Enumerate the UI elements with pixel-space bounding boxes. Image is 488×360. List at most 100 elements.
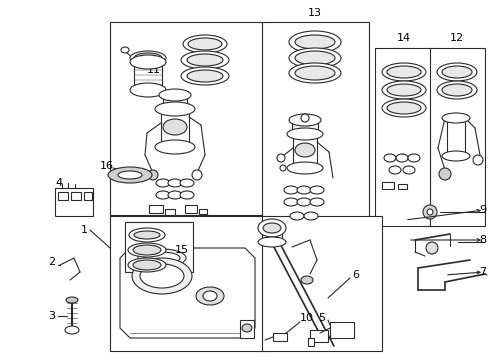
Bar xyxy=(161,109,189,147)
Text: 3: 3 xyxy=(48,311,55,321)
Ellipse shape xyxy=(284,186,297,194)
Polygon shape xyxy=(120,248,254,338)
Bar xyxy=(125,222,193,272)
Ellipse shape xyxy=(155,102,195,116)
Ellipse shape xyxy=(441,113,469,123)
Ellipse shape xyxy=(386,84,420,96)
Circle shape xyxy=(422,205,436,219)
Ellipse shape xyxy=(381,81,425,99)
Ellipse shape xyxy=(263,223,281,233)
Text: 4: 4 xyxy=(55,178,62,188)
Ellipse shape xyxy=(132,258,192,294)
Text: 15: 15 xyxy=(175,245,189,255)
Ellipse shape xyxy=(289,212,304,220)
Ellipse shape xyxy=(407,154,419,162)
Text: 14: 14 xyxy=(396,33,410,43)
Bar xyxy=(240,320,253,338)
Ellipse shape xyxy=(301,276,312,284)
Text: 11: 11 xyxy=(147,65,161,75)
Ellipse shape xyxy=(286,128,323,140)
Text: 5: 5 xyxy=(317,313,325,323)
Bar xyxy=(429,48,484,226)
Ellipse shape xyxy=(134,231,160,239)
Ellipse shape xyxy=(258,237,285,247)
Ellipse shape xyxy=(156,191,170,199)
Ellipse shape xyxy=(180,191,194,199)
Ellipse shape xyxy=(168,179,182,187)
Bar xyxy=(55,188,93,216)
Ellipse shape xyxy=(181,67,228,85)
Bar xyxy=(309,330,327,342)
Ellipse shape xyxy=(386,66,420,78)
Ellipse shape xyxy=(129,228,164,242)
Ellipse shape xyxy=(181,51,228,69)
Bar xyxy=(134,62,162,90)
Ellipse shape xyxy=(183,35,226,53)
Ellipse shape xyxy=(180,179,194,187)
Ellipse shape xyxy=(163,119,186,135)
Ellipse shape xyxy=(309,198,324,206)
Ellipse shape xyxy=(66,297,78,303)
Bar xyxy=(274,226,294,237)
Bar xyxy=(71,192,81,200)
Bar xyxy=(163,97,186,109)
Ellipse shape xyxy=(395,154,407,162)
Circle shape xyxy=(425,242,437,254)
Ellipse shape xyxy=(294,143,314,157)
Bar xyxy=(262,230,282,242)
Ellipse shape xyxy=(286,162,323,174)
Text: 1: 1 xyxy=(81,225,88,235)
Ellipse shape xyxy=(159,89,191,101)
Bar xyxy=(381,182,393,189)
Ellipse shape xyxy=(186,70,223,82)
Bar xyxy=(291,122,317,134)
Bar xyxy=(292,134,316,168)
Bar xyxy=(329,322,353,338)
Ellipse shape xyxy=(441,151,469,161)
Ellipse shape xyxy=(118,171,142,179)
Ellipse shape xyxy=(65,326,79,334)
Bar xyxy=(184,205,197,213)
Ellipse shape xyxy=(381,99,425,117)
Ellipse shape xyxy=(288,114,320,126)
Ellipse shape xyxy=(288,31,340,53)
Ellipse shape xyxy=(441,66,471,78)
Ellipse shape xyxy=(381,63,425,81)
Bar xyxy=(262,22,368,222)
Ellipse shape xyxy=(140,264,183,288)
Ellipse shape xyxy=(288,63,340,83)
Bar xyxy=(297,228,311,236)
Ellipse shape xyxy=(128,243,165,257)
Bar xyxy=(149,205,163,213)
Ellipse shape xyxy=(296,198,310,206)
Text: 2: 2 xyxy=(48,257,55,267)
Ellipse shape xyxy=(258,219,285,237)
Ellipse shape xyxy=(388,166,400,174)
Bar xyxy=(397,184,406,189)
Ellipse shape xyxy=(436,63,476,81)
Circle shape xyxy=(301,114,308,122)
Bar xyxy=(110,216,264,351)
Ellipse shape xyxy=(386,102,420,114)
Ellipse shape xyxy=(168,191,182,199)
Text: 12: 12 xyxy=(449,33,463,43)
Ellipse shape xyxy=(156,179,170,187)
Bar xyxy=(164,209,175,215)
Ellipse shape xyxy=(309,186,324,194)
Text: 9: 9 xyxy=(478,205,485,215)
Ellipse shape xyxy=(133,245,161,255)
Bar xyxy=(58,192,68,200)
Ellipse shape xyxy=(108,167,152,183)
Text: 16: 16 xyxy=(100,161,114,171)
Ellipse shape xyxy=(288,48,340,68)
Ellipse shape xyxy=(143,252,180,264)
Circle shape xyxy=(276,154,285,162)
Text: 8: 8 xyxy=(478,235,485,245)
Bar xyxy=(374,48,432,226)
Ellipse shape xyxy=(196,287,224,305)
Ellipse shape xyxy=(304,212,317,220)
Bar xyxy=(272,333,286,341)
Ellipse shape xyxy=(130,51,165,65)
Ellipse shape xyxy=(383,154,395,162)
Ellipse shape xyxy=(294,35,334,49)
